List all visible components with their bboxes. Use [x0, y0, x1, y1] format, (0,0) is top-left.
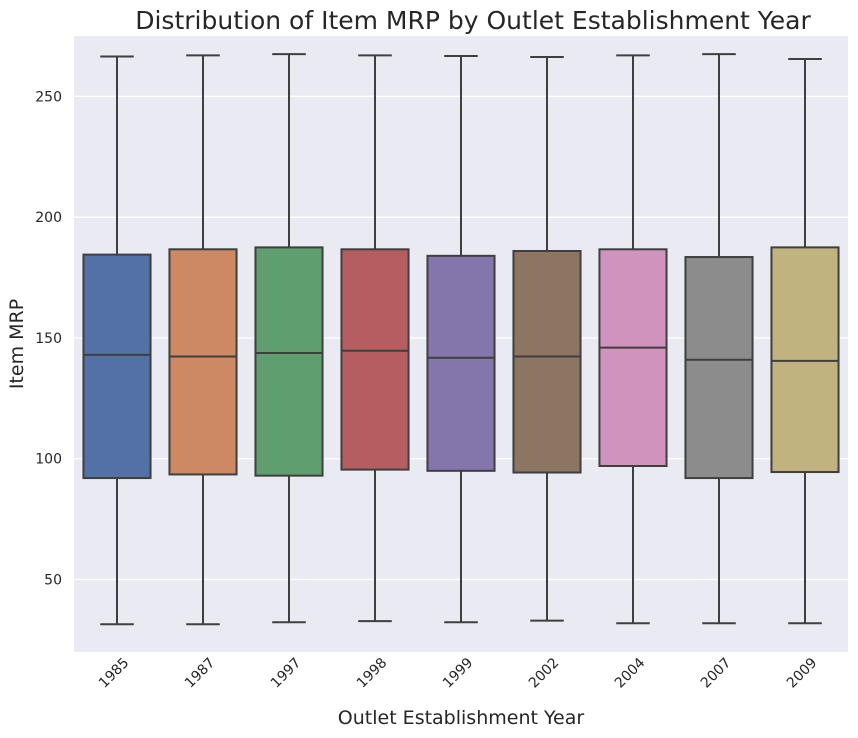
box-2007	[684, 53, 754, 625]
y-axis-label: Item MRP	[6, 299, 28, 389]
iqr-box	[512, 249, 582, 474]
box-2002	[512, 56, 582, 622]
x-axis-label: Outlet Establishment Year	[338, 707, 585, 729]
chart-title: Distribution of Item MRP by Outlet Estab…	[135, 6, 811, 35]
iqr-box	[82, 253, 152, 480]
iqr-box	[254, 246, 324, 477]
box-1987	[168, 54, 238, 626]
iqr-box	[770, 246, 840, 474]
y-tick-label: 150	[35, 331, 62, 347]
iqr-box	[340, 248, 410, 471]
x-tick-label: 2007	[698, 655, 735, 692]
x-tick-label: 2002	[526, 655, 563, 692]
y-tick-label: 200	[35, 210, 62, 226]
x-tick-label: 1998	[354, 655, 391, 692]
box-series	[82, 53, 840, 626]
x-tick-label: 1997	[268, 655, 305, 692]
x-tick-label: 1985	[96, 655, 133, 692]
x-tick-label: 1999	[440, 655, 477, 692]
iqr-box	[684, 256, 754, 480]
box-1997	[254, 53, 324, 624]
box-1985	[82, 55, 152, 626]
iqr-box	[168, 248, 238, 476]
x-tick-label: 2004	[612, 655, 649, 692]
box-1999	[426, 55, 496, 624]
x-tick-label: 2009	[784, 655, 821, 692]
y-tick-label: 100	[35, 452, 62, 468]
iqr-box	[426, 254, 496, 472]
box-2004	[598, 54, 668, 625]
box-1998	[340, 54, 410, 623]
y-tick-label: 50	[44, 573, 62, 589]
x-tick-labels: 1985 1987 1997 1998 1999 2002 2004 2007 2009	[96, 655, 821, 692]
y-tick-label: 250	[35, 89, 62, 105]
iqr-box	[598, 248, 668, 467]
x-tick-label: 1987	[182, 655, 219, 692]
box-2009	[770, 57, 840, 625]
y-tick-labels: 50 100 150 200 250	[35, 89, 62, 588]
